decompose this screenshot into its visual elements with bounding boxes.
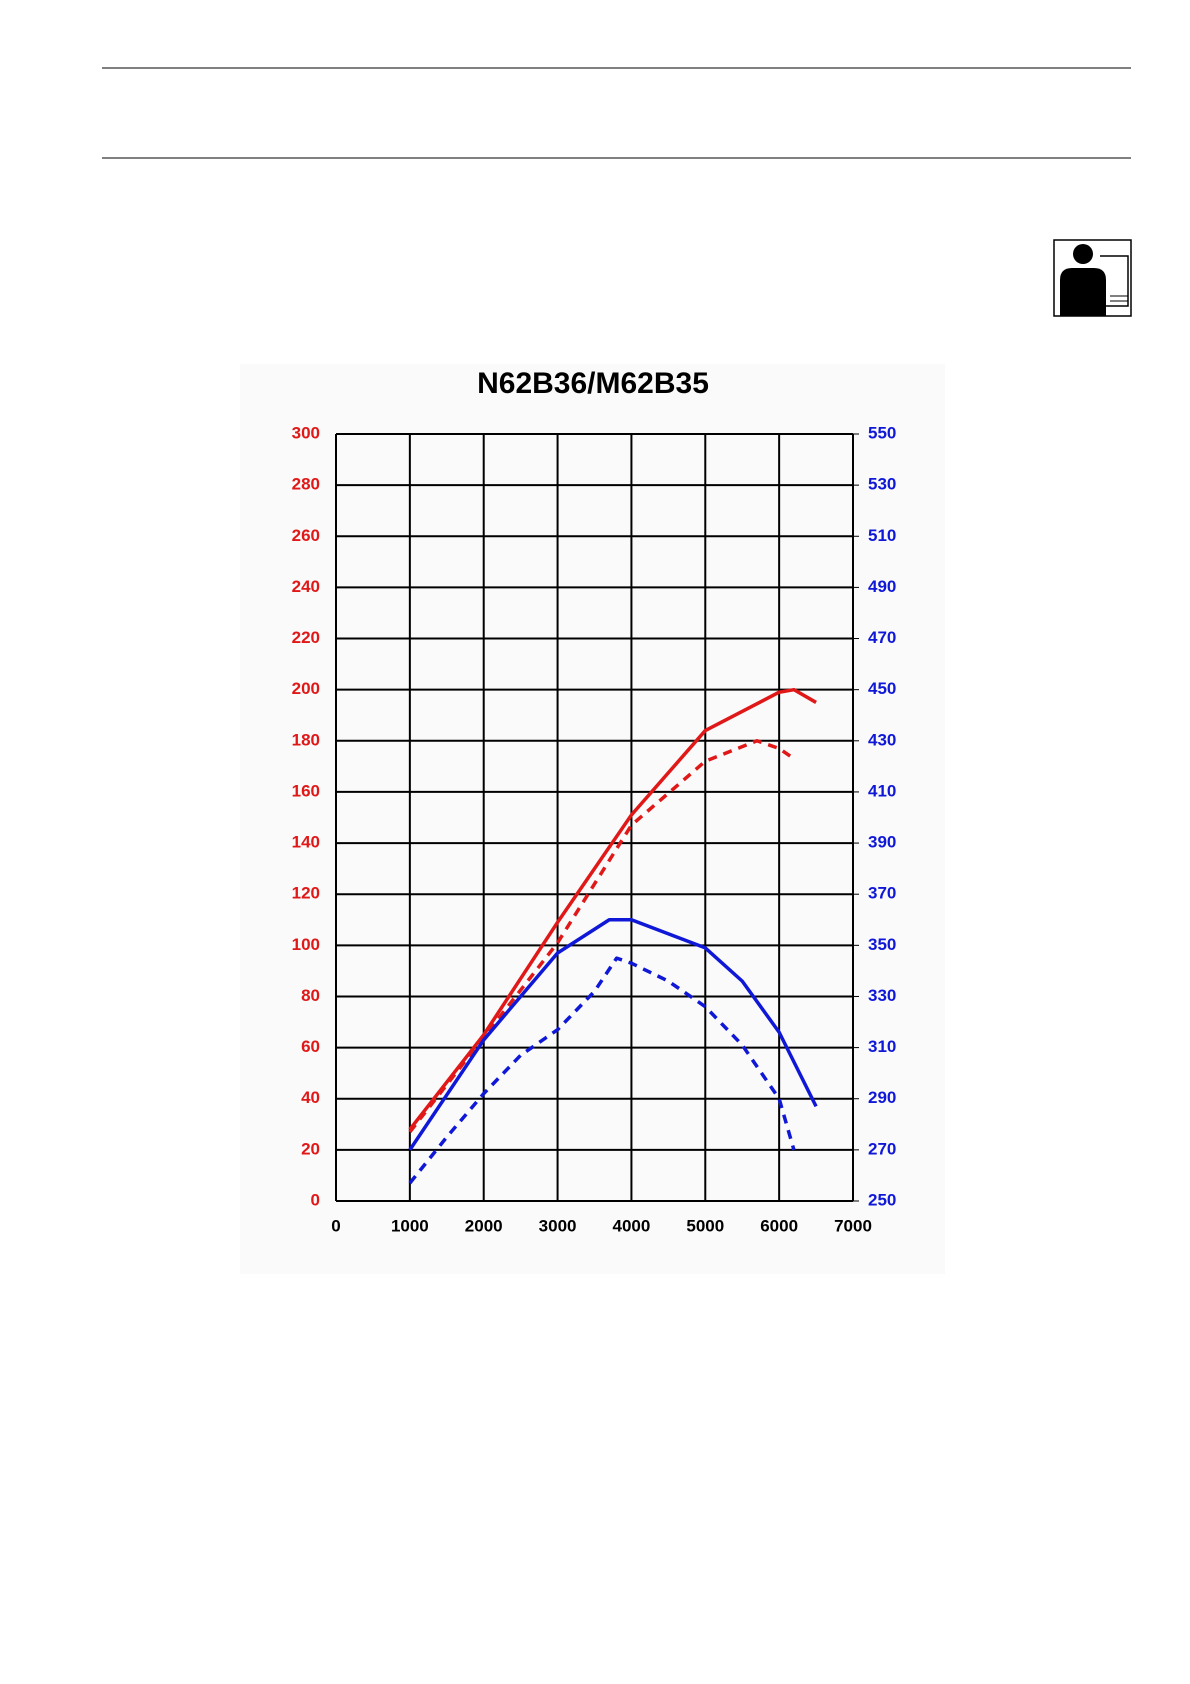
series-line bbox=[408, 739, 792, 1134]
x-tick-label: 4000 bbox=[613, 1216, 651, 1235]
y-tick-label: 80 bbox=[301, 986, 320, 1005]
y-tick-label: 60 bbox=[301, 1037, 320, 1056]
y-tick-label: 100 bbox=[292, 935, 320, 954]
y2-tick-label: 330 bbox=[868, 986, 896, 1005]
y-tick-label: 260 bbox=[292, 526, 320, 545]
y-tick-label: 0 bbox=[311, 1190, 320, 1209]
x-tick-label: 6000 bbox=[760, 1216, 798, 1235]
y2-tick-label: 530 bbox=[868, 475, 896, 494]
y-tick-label: 120 bbox=[292, 884, 320, 903]
y-tick-label: 200 bbox=[292, 679, 320, 698]
y2-tick-label: 390 bbox=[868, 833, 896, 852]
x-tick-label: 5000 bbox=[686, 1216, 724, 1235]
y2-tick-label: 490 bbox=[868, 577, 896, 596]
y-tick-label: 240 bbox=[292, 577, 320, 596]
y2-tick-label: 550 bbox=[868, 423, 896, 442]
series-line bbox=[408, 918, 818, 1151]
series-line bbox=[408, 956, 796, 1185]
x-tick-label: 3000 bbox=[539, 1216, 577, 1235]
chart-background bbox=[240, 364, 945, 1274]
y2-tick-label: 450 bbox=[868, 679, 896, 698]
x-tick-label: 7000 bbox=[834, 1216, 872, 1235]
y-tick-label: 40 bbox=[301, 1088, 320, 1107]
y-tick-label: 300 bbox=[292, 423, 320, 442]
y2-tick-label: 310 bbox=[868, 1037, 896, 1056]
x-tick-label: 0 bbox=[331, 1216, 340, 1235]
y-tick-label: 180 bbox=[292, 730, 320, 749]
y2-tick-label: 470 bbox=[868, 628, 896, 647]
y2-tick-label: 270 bbox=[868, 1139, 896, 1158]
y2-tick-label: 290 bbox=[868, 1088, 896, 1107]
y2-tick-label: 250 bbox=[868, 1190, 896, 1209]
y-tick-label: 220 bbox=[292, 628, 320, 647]
y2-tick-label: 510 bbox=[868, 526, 896, 545]
y2-tick-label: 430 bbox=[868, 730, 896, 749]
x-tick-label: 2000 bbox=[465, 1216, 503, 1235]
reader-icon bbox=[1053, 239, 1132, 317]
y2-tick-label: 410 bbox=[868, 781, 896, 800]
y-tick-label: 280 bbox=[292, 475, 320, 494]
y-tick-label: 140 bbox=[292, 833, 320, 852]
y2-tick-label: 370 bbox=[868, 884, 896, 903]
x-tick-label: 1000 bbox=[391, 1216, 429, 1235]
series-line bbox=[408, 687, 817, 1131]
y2-tick-label: 350 bbox=[868, 935, 896, 954]
y-tick-label: 20 bbox=[301, 1139, 320, 1158]
y-tick-label: 160 bbox=[292, 781, 320, 800]
chart-title: N62B36/M62B35 bbox=[477, 367, 709, 400]
